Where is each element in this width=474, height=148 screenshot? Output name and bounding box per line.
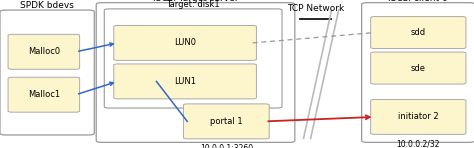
Text: iSCSI client 0: iSCSI client 0 (388, 0, 448, 3)
Text: Malloc0: Malloc0 (28, 47, 60, 56)
FancyBboxPatch shape (0, 10, 94, 135)
Text: initiator 2: initiator 2 (398, 112, 438, 121)
Text: 10.0.0.2/32: 10.0.0.2/32 (397, 139, 440, 148)
FancyBboxPatch shape (104, 9, 282, 108)
Text: sde: sde (411, 64, 426, 73)
Text: Malloc1: Malloc1 (28, 90, 60, 99)
Text: iSCSI Target server: iSCSI Target server (153, 0, 238, 3)
FancyBboxPatch shape (114, 64, 256, 99)
FancyBboxPatch shape (183, 104, 269, 139)
FancyBboxPatch shape (8, 34, 80, 69)
FancyBboxPatch shape (371, 17, 466, 49)
Text: portal 1: portal 1 (210, 117, 243, 126)
FancyBboxPatch shape (96, 3, 295, 142)
FancyBboxPatch shape (114, 25, 256, 60)
FancyBboxPatch shape (8, 77, 80, 112)
Text: LUN1: LUN1 (174, 77, 196, 86)
FancyBboxPatch shape (371, 99, 466, 134)
Text: 10.0.0.1:3260: 10.0.0.1:3260 (200, 144, 253, 148)
Text: SPDK bdevs: SPDK bdevs (20, 1, 74, 10)
FancyBboxPatch shape (371, 52, 466, 84)
Text: LUN0: LUN0 (174, 38, 196, 47)
FancyBboxPatch shape (362, 3, 474, 142)
Text: sdd: sdd (411, 28, 426, 37)
Text: Target: disk1: Target: disk1 (166, 0, 220, 9)
Text: TCP Network: TCP Network (287, 4, 344, 13)
